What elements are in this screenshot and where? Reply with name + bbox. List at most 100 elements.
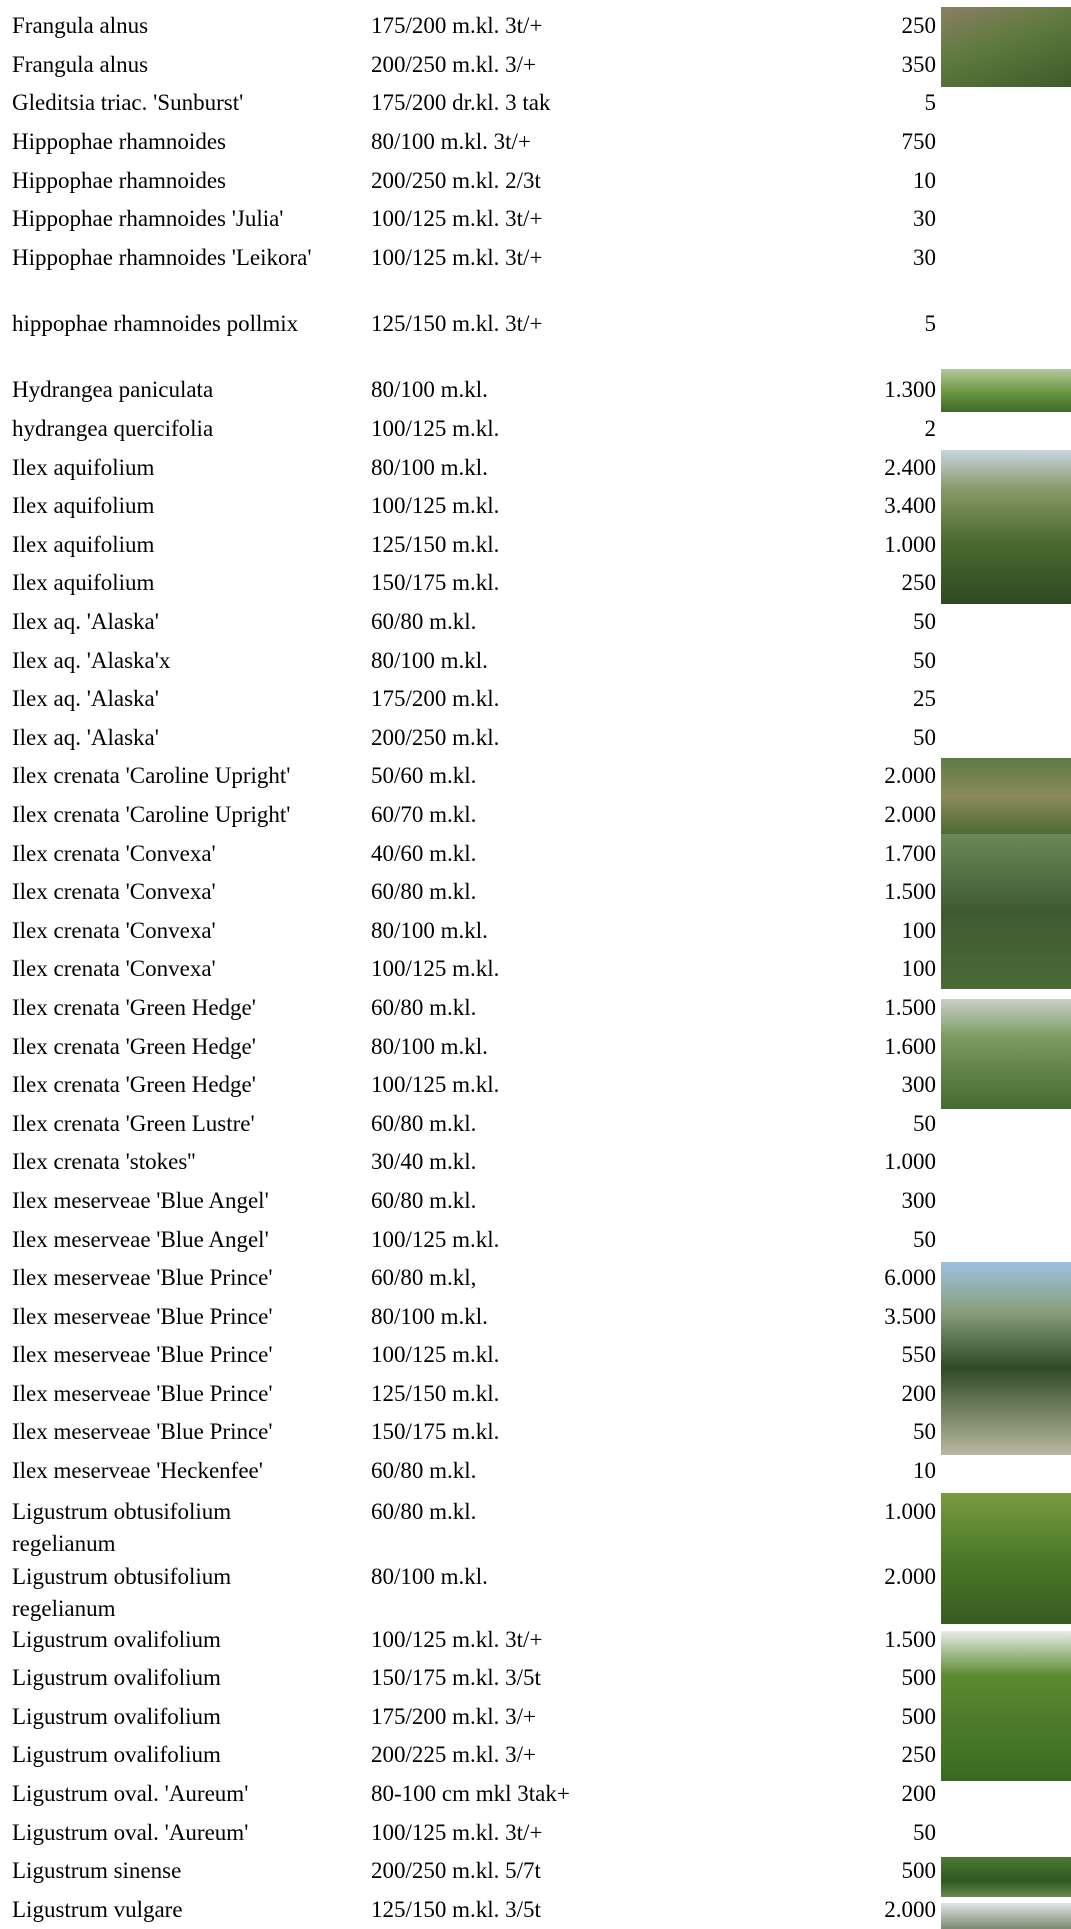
table-row: Ilex meserveae 'Blue Prince' 125/150 m.kl… <box>0 1375 1071 1414</box>
quantity: 750 <box>901 129 937 155</box>
table-row: Ligustrum ovalifolium 200/225 m.kl. 3/+ 25… <box>0 1736 1071 1775</box>
table-row: Ilex meserveae 'Blue Prince' 80/100 m.kl.… <box>0 1297 1071 1336</box>
quantity: 50 <box>913 647 936 673</box>
quantity: 2 <box>924 416 937 442</box>
plant-name: Ilex crenata 'Green Hedge' <box>12 994 256 1020</box>
quantity: 550 <box>901 1342 937 1368</box>
quantity: 50 <box>913 724 936 750</box>
plant-name: Ilex crenata 'Green Hedge' <box>12 1072 256 1098</box>
table-row: Frangula alnus 175/200 m.kl. 3t/+ 250 <box>0 7 1071 46</box>
plant-name: Hippophae rhamnoides 'Leikora' <box>12 244 312 270</box>
quantity: 2.000 <box>884 1896 936 1922</box>
table-row: Ilex crenata 'stokes'' 30/40 m.kl. 1.000 <box>0 1143 1071 1182</box>
plant-size: 80/100 m.kl. <box>371 647 488 673</box>
table-row: Ilex crenata 'Green Lustre' 60/80 m.kl. 50 <box>0 1104 1071 1143</box>
plant-name: Ilex meserveae 'Blue Prince' <box>12 1380 273 1406</box>
table-row: Ilex aquifolium 150/175 m.kl. 250 <box>0 564 1071 603</box>
plant-size: 60/80 m.kl. <box>371 879 477 905</box>
photo <box>941 1903 1071 1929</box>
table-row: Ilex crenata 'Green Hedge' 80/100 m.kl. 1.… <box>0 1027 1071 1066</box>
table-row: Ilex aq. 'Alaska' 200/250 m.kl. 50 <box>0 719 1071 758</box>
quantity: 10 <box>913 1458 936 1484</box>
quantity: 25 <box>913 686 936 712</box>
plant-size: 60/80 m.kl. <box>371 1499 477 1525</box>
plant-name: Ilex meserveae 'Blue Prince' <box>12 1303 273 1329</box>
table-row: Ilex meserveae 'Blue Prince' 60/80 m.kl, 6… <box>0 1259 1071 1298</box>
table-row: Hydrangea paniculata 80/100 m.kl. 1.300 <box>0 371 1071 410</box>
table-row: Ilex aquifolium 100/125 m.kl. 3.400 <box>0 487 1071 526</box>
quantity: 1.700 <box>884 840 936 866</box>
plant-size: 175/200 m.kl. <box>371 686 500 712</box>
table-row: Ilex crenata 'Convexa' 100/125 m.kl. 100 <box>0 950 1071 989</box>
photo <box>941 1631 1071 1781</box>
quantity: 350 <box>901 51 937 77</box>
quantity: 50 <box>913 1226 936 1252</box>
quantity: 100 <box>901 956 937 982</box>
quantity: 30 <box>913 206 936 232</box>
plant-name: Frangula alnus <box>12 51 149 77</box>
table-row: Ilex crenata 'Convexa' 80/100 m.kl. 100 <box>0 911 1071 950</box>
table-row: Ilex aquifolium 80/100 m.kl. 2.400 <box>0 448 1071 487</box>
quantity: 1.500 <box>884 994 936 1020</box>
photo <box>941 369 1071 412</box>
plant-size: 80/100 m.kl. <box>371 1564 488 1590</box>
plant-name: Hippophae rhamnoides 'Julia' <box>12 206 284 232</box>
table-row: Frangula alnus 200/250 m.kl. 3/+ 350 <box>0 46 1071 85</box>
plant-size: 60/80 m.kl. <box>371 609 477 635</box>
table-row: Ilex crenata 'Green Hedge' 100/125 m.kl. 3… <box>0 1066 1071 1105</box>
photo <box>941 834 1071 989</box>
quantity: 1.000 <box>884 531 936 557</box>
plant-name: Hydrangea paniculata <box>12 377 214 403</box>
photo <box>941 7 1071 87</box>
plant-name: Gleditsia triac. 'Sunburst' <box>12 90 244 116</box>
quantity: 300 <box>901 1072 937 1098</box>
quantity: 50 <box>913 1110 936 1136</box>
quantity: 5 <box>924 90 937 116</box>
plant-size: 100/125 m.kl. <box>371 1342 500 1368</box>
plant-size: 150/175 m.kl. <box>371 570 500 596</box>
plant-name: Ligustrum sinense <box>12 1858 182 1884</box>
plant-size: 125/150 m.kl. <box>371 531 500 557</box>
plant-name: Ligustrum obtusifolium regelianum <box>12 1499 232 1557</box>
plant-name: Ilex crenata 'Convexa' <box>12 917 216 943</box>
quantity: 1.000 <box>884 1499 936 1525</box>
plant-name: Hippophae rhamnoides <box>12 129 226 155</box>
plant-name: Ilex crenata 'stokes'' <box>12 1149 196 1175</box>
quantity: 200 <box>901 1781 937 1807</box>
table-row: Ilex aq. 'Alaska' 175/200 m.kl. 25 <box>0 680 1071 719</box>
table-row: Ilex crenata 'Green Hedge' 60/80 m.kl. 1.5… <box>0 989 1071 1028</box>
quantity: 10 <box>913 167 936 193</box>
plant-size: 100/125 m.kl. <box>371 493 500 519</box>
plant-size: 100/125 m.kl. 3t/+ <box>371 206 543 232</box>
quantity: 500 <box>901 1858 937 1884</box>
plant-size: 100/125 m.kl. <box>371 956 500 982</box>
plant-size: 30/40 m.kl. <box>371 1149 477 1175</box>
table-row: Ilex aquifolium 125/150 m.kl. 1.000 <box>0 526 1071 565</box>
plant-name: Hippophae rhamnoides <box>12 167 226 193</box>
table-row: Ligustrum ovalifolium 150/175 m.kl. 3/5t 5… <box>0 1659 1071 1698</box>
quantity: 250 <box>901 570 937 596</box>
table-row: Ligustrum vulgare 125/150 m.kl. 3/5t 2.000 <box>0 1891 1071 1929</box>
plant-name: Ilex crenata 'Green Hedge' <box>12 1033 256 1059</box>
plant-size: 100/125 m.kl. <box>371 1226 500 1252</box>
table-row: Ilex crenata 'Caroline Upright' 60/70 m.k… <box>0 796 1071 835</box>
photo <box>941 450 1071 604</box>
plant-size: 100/125 m.kl. 3t/+ <box>371 244 543 270</box>
plant-name: Ilex aq. 'Alaska'x <box>12 647 171 673</box>
plant-name: Ilex crenata 'Convexa' <box>12 840 216 866</box>
plant-name: Ilex meserveae 'Blue Prince' <box>12 1265 273 1291</box>
plant-size: 175/200 m.kl. 3t/+ <box>371 13 543 39</box>
photo <box>941 1262 1071 1455</box>
plant-size: 125/150 m.kl. 3/5t <box>371 1896 541 1922</box>
quantity: 500 <box>901 1665 937 1691</box>
plant-size: 60/80 m.kl. <box>371 994 477 1020</box>
plant-name: Ligustrum oval. 'Aureum' <box>12 1819 249 1845</box>
table-row: Ilex aq. 'Alaska'x 80/100 m.kl. 50 <box>0 641 1071 680</box>
plant-name: Ilex aq. 'Alaska' <box>12 686 159 712</box>
photo <box>941 758 1071 834</box>
table-row: Ligustrum sinense 200/250 m.kl. 5/7t 500 <box>0 1852 1071 1891</box>
table-row: Ilex meserveae 'Blue Prince' 100/125 m.kl… <box>0 1336 1071 1375</box>
plant-size: 80/100 m.kl. <box>371 917 488 943</box>
plant-size: 200/250 m.kl. 5/7t <box>371 1858 541 1884</box>
